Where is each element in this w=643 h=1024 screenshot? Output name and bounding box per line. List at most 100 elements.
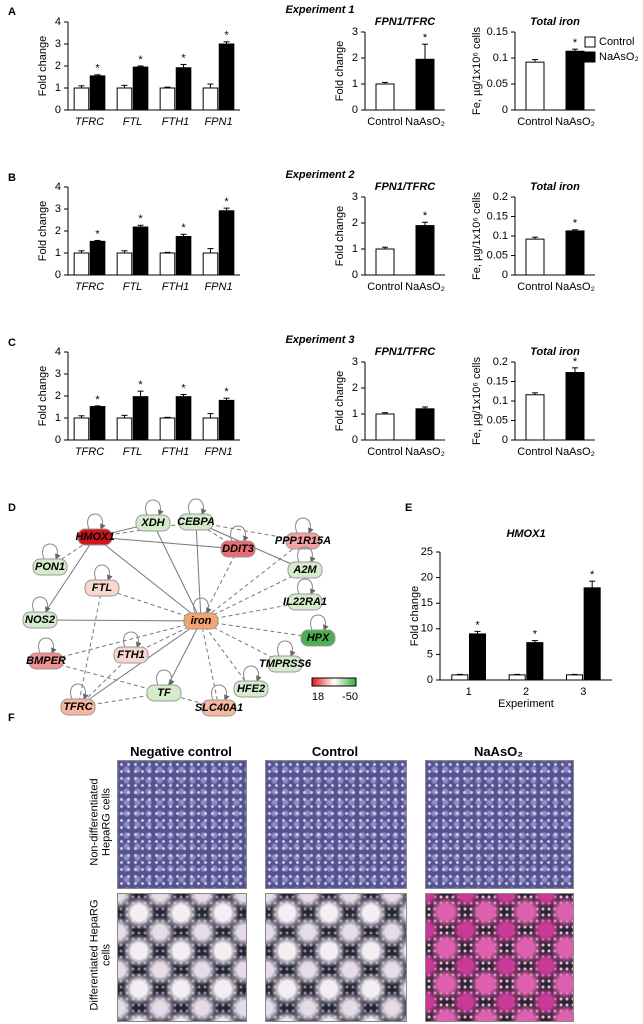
bar <box>73 252 90 276</box>
significance-star: * <box>138 54 143 66</box>
y-axis-label: Fold change <box>409 586 421 647</box>
significance-star: * <box>573 37 578 49</box>
micrograph <box>425 760 574 889</box>
self-loop <box>243 665 262 682</box>
x-tick-label: NaAsO₂ <box>405 116 445 128</box>
y-tick-label: 2 <box>352 217 358 229</box>
x-tick-label: FTH1 <box>162 446 190 458</box>
network-node <box>22 611 58 629</box>
micrograph <box>265 760 407 889</box>
bar <box>73 417 90 441</box>
network-node <box>84 579 120 597</box>
x-tick-label: FTH1 <box>162 116 190 128</box>
network-node <box>146 684 182 702</box>
network-edge <box>45 660 220 710</box>
y-tick-label: 2 <box>352 382 358 394</box>
node-label: TF <box>157 687 171 699</box>
node-label: iron <box>191 615 212 627</box>
bar <box>415 225 435 276</box>
significance-star: * <box>95 63 100 75</box>
y-tick-label: 20 <box>421 572 433 584</box>
significance-star: * <box>224 386 229 398</box>
x-tick-label: NaAsO₂ <box>405 281 445 293</box>
network-node <box>233 680 269 698</box>
x-tick-label: TFRC <box>75 281 104 293</box>
micrograph <box>265 893 407 1022</box>
network-edge <box>77 654 132 708</box>
bar <box>132 66 149 111</box>
x-tick-label: FTL <box>123 446 143 458</box>
self-loop <box>32 596 51 613</box>
network-node <box>183 612 219 630</box>
bar <box>375 83 395 111</box>
panel-label: B <box>8 172 16 184</box>
y-tick-label: 0 <box>427 674 433 686</box>
self-loop <box>123 631 142 648</box>
panel-title: Experiment 2 <box>285 169 354 181</box>
network-node <box>287 593 323 611</box>
bar <box>89 75 106 111</box>
bar <box>525 61 545 111</box>
y-tick-label: 1 <box>352 78 358 90</box>
significance-star: * <box>573 356 578 368</box>
y-tick-label: 0.05 <box>487 78 508 90</box>
bar <box>116 87 133 111</box>
y-tick-label: 1 <box>352 408 358 420</box>
y-tick-label: 0 <box>502 269 508 281</box>
y-tick-label: 0 <box>502 434 508 446</box>
self-loop <box>211 684 230 701</box>
node-label: IL22RA1 <box>283 596 327 608</box>
bar <box>525 394 545 441</box>
self-loop <box>42 543 61 560</box>
node-label: PPP1R15A <box>275 535 331 547</box>
micrograph <box>117 760 247 889</box>
self-loop <box>193 597 212 614</box>
self-loop <box>87 513 106 530</box>
x-tick-label: FTL <box>123 281 143 293</box>
y-tick-label: 3 <box>55 368 61 380</box>
y-tick-label: 0 <box>55 269 61 281</box>
bar <box>132 396 149 441</box>
self-loop <box>188 498 207 515</box>
panel-title: Experiment 3 <box>285 334 354 346</box>
network-node <box>285 532 321 550</box>
x-tick-label: 2 <box>523 686 529 698</box>
bar <box>116 417 133 441</box>
row-label: Differentiated HepaRG cells <box>88 898 112 1011</box>
y-tick-label: 0 <box>352 104 358 116</box>
significance-star: * <box>95 228 100 240</box>
y-tick-label: 10 <box>421 623 433 635</box>
node-label: HPX <box>307 632 330 644</box>
y-tick-label: 3 <box>352 356 358 368</box>
y-tick-label: 0.15 <box>487 26 508 38</box>
bar <box>73 87 90 111</box>
y-tick-label: 0.1 <box>493 395 508 407</box>
bar <box>565 50 585 111</box>
bar <box>415 408 435 441</box>
bar <box>468 633 487 681</box>
micrograph <box>117 893 247 1022</box>
network-node <box>201 699 237 717</box>
micrograph <box>425 893 574 1022</box>
x-tick-label: Control <box>517 446 552 458</box>
bar <box>583 587 601 681</box>
network-node <box>113 646 149 664</box>
self-loop <box>38 637 57 654</box>
significance-star: * <box>181 382 186 394</box>
network-node <box>220 540 256 558</box>
node-label: DDIT3 <box>222 543 254 555</box>
bar <box>202 87 219 111</box>
node-label: FTH1 <box>117 649 145 661</box>
network-edge <box>94 534 239 550</box>
bar <box>508 674 526 681</box>
column-header: Negative control <box>130 744 232 759</box>
x-tick-label: Control <box>517 281 552 293</box>
network-node <box>178 513 214 531</box>
y-tick-label: 0 <box>352 269 358 281</box>
node-label: A2M <box>292 564 317 576</box>
y-tick-label: 0.15 <box>487 210 508 222</box>
network-edge <box>39 617 202 624</box>
y-tick-label: 1 <box>55 82 61 94</box>
panel-title: Experiment 1 <box>285 4 354 16</box>
